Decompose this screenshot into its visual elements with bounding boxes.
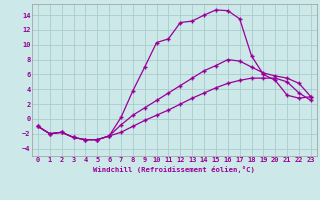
X-axis label: Windchill (Refroidissement éolien,°C): Windchill (Refroidissement éolien,°C) [93,166,255,173]
